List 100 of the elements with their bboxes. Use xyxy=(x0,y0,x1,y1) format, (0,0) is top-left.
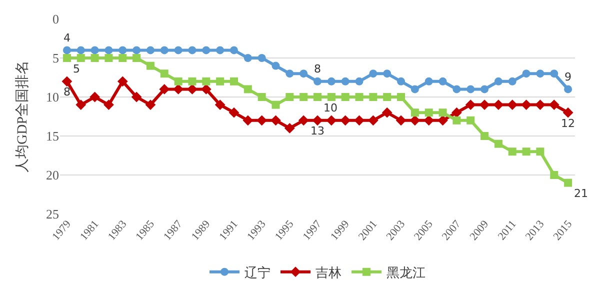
point xyxy=(146,62,154,70)
point xyxy=(286,93,294,101)
point xyxy=(424,77,433,86)
point xyxy=(188,46,196,54)
point xyxy=(564,85,572,94)
point xyxy=(258,93,266,101)
point xyxy=(341,77,350,86)
point xyxy=(438,77,447,86)
point xyxy=(548,100,560,110)
point xyxy=(341,93,350,101)
point xyxy=(327,93,336,101)
y-axis-title: 人均GDP全国排名 xyxy=(14,60,31,173)
point xyxy=(90,92,100,102)
point xyxy=(522,148,530,156)
data-label: 8 xyxy=(63,86,70,99)
point xyxy=(160,46,168,54)
point xyxy=(522,70,530,78)
point xyxy=(200,84,212,94)
point xyxy=(438,115,448,126)
point xyxy=(397,93,406,101)
point xyxy=(174,77,182,86)
point xyxy=(452,116,461,124)
point xyxy=(452,85,461,94)
point xyxy=(62,76,72,87)
point xyxy=(216,46,224,54)
point xyxy=(76,46,85,54)
y-tick-label: 25 xyxy=(46,206,59,222)
point xyxy=(494,77,502,86)
legend-label: 黑龙江 xyxy=(386,264,426,280)
point xyxy=(159,84,170,94)
point xyxy=(118,54,127,62)
point xyxy=(284,123,295,134)
y-tick-label: 15 xyxy=(46,128,59,144)
data-label: 9 xyxy=(564,70,572,84)
point xyxy=(550,70,558,78)
point xyxy=(480,85,489,94)
point xyxy=(300,93,308,101)
point xyxy=(117,76,128,87)
point xyxy=(76,100,86,110)
point xyxy=(368,115,378,126)
point xyxy=(214,100,226,110)
point xyxy=(216,77,224,86)
point xyxy=(397,77,406,86)
point xyxy=(202,46,210,54)
point xyxy=(438,108,447,117)
point xyxy=(76,54,85,62)
data-label: 4 xyxy=(63,31,70,44)
point xyxy=(521,100,532,110)
point xyxy=(550,171,558,179)
point xyxy=(424,108,433,117)
point xyxy=(104,54,113,62)
data-label: 12 xyxy=(561,116,576,130)
data-label: 5 xyxy=(72,62,80,76)
point xyxy=(314,77,322,86)
point xyxy=(187,84,198,94)
point xyxy=(131,92,142,102)
point xyxy=(118,46,127,54)
point xyxy=(258,54,266,62)
point xyxy=(369,93,378,101)
point xyxy=(383,70,392,78)
point xyxy=(132,46,141,54)
legend-label: 吉林 xyxy=(316,264,342,280)
point xyxy=(508,77,516,86)
point xyxy=(451,107,462,118)
point xyxy=(230,46,238,54)
point xyxy=(410,108,419,117)
point xyxy=(355,77,364,86)
point xyxy=(424,115,434,126)
point xyxy=(173,84,184,94)
point xyxy=(188,77,196,86)
point xyxy=(90,46,99,54)
y-tick-label: 10 xyxy=(46,90,59,105)
point xyxy=(270,115,281,126)
point xyxy=(312,115,323,126)
point xyxy=(536,148,544,156)
point xyxy=(355,93,364,101)
point xyxy=(465,100,476,110)
point xyxy=(369,70,378,78)
point xyxy=(244,85,252,94)
point xyxy=(104,46,113,54)
point xyxy=(242,115,254,126)
data-label: 8 xyxy=(314,62,321,76)
point xyxy=(340,115,351,126)
point xyxy=(493,100,504,110)
point xyxy=(494,140,502,148)
point xyxy=(466,116,475,124)
data-label: 10 xyxy=(324,101,338,114)
y-tick-label: 0 xyxy=(52,12,59,27)
point xyxy=(480,132,489,140)
y-tick-label: 20 xyxy=(46,168,59,183)
point xyxy=(228,107,240,118)
point xyxy=(466,85,475,94)
point xyxy=(256,115,268,126)
point xyxy=(354,115,364,126)
point xyxy=(244,54,252,62)
point xyxy=(104,100,114,110)
point xyxy=(314,93,322,101)
point xyxy=(272,62,280,70)
point xyxy=(410,115,420,126)
point xyxy=(383,93,392,101)
